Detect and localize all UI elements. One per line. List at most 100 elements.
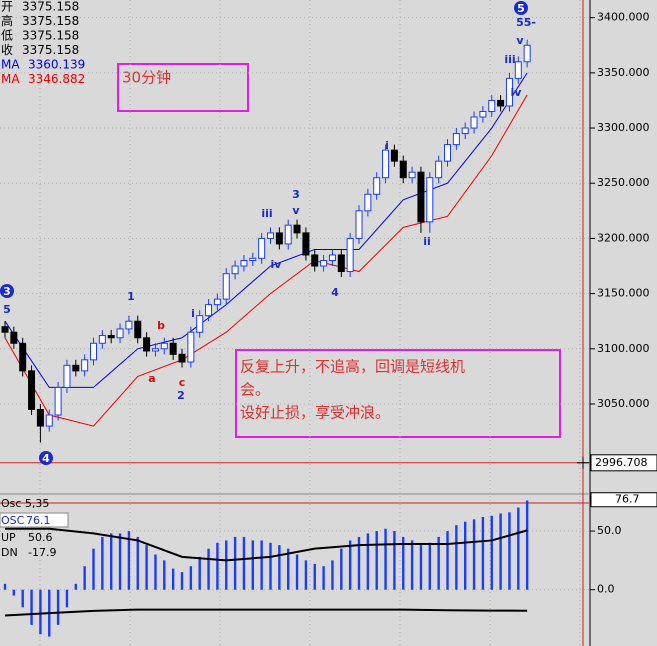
candle-body — [408, 171, 416, 179]
candle-body — [249, 257, 257, 261]
candle-body — [45, 414, 53, 427]
candle-body — [417, 171, 425, 223]
osc-bar — [136, 536, 139, 590]
candle-body — [275, 232, 283, 245]
osc-bar — [180, 572, 184, 590]
candle-body — [302, 232, 310, 256]
osc-bar — [92, 548, 95, 590]
info-label: 低 — [1, 29, 13, 43]
osc-bar — [331, 560, 334, 590]
y-tick-label: 3250.000 — [597, 176, 650, 189]
candle-body — [196, 315, 204, 333]
period-box — [117, 63, 249, 112]
candle-body — [399, 160, 407, 179]
osc-bar — [295, 554, 299, 590]
info-value: 3375.158 — [22, 43, 79, 57]
osc-bar — [3, 583, 7, 590]
candle-body — [231, 265, 239, 275]
osc-bar — [437, 536, 440, 590]
osc-bar — [83, 566, 86, 590]
y-tick-label: 3400.000 — [597, 11, 650, 24]
candle-body — [328, 254, 336, 261]
osc-bar — [207, 548, 210, 590]
candle-body — [72, 364, 80, 372]
osc-line-name: DN — [1, 546, 18, 559]
osc-bar — [287, 548, 290, 590]
candle-body — [435, 160, 443, 179]
osc-bar — [225, 540, 228, 590]
info-value: 3375.158 — [22, 14, 79, 28]
osc-legend-box — [0, 512, 69, 528]
candle-body — [390, 149, 398, 162]
osc-bar — [322, 566, 325, 590]
wave-label: i — [191, 307, 195, 320]
wave-label: iii — [504, 53, 515, 66]
wave-circle — [39, 451, 53, 465]
osc-bar — [12, 589, 16, 596]
osc-bar — [198, 556, 201, 590]
osc-bar — [402, 536, 405, 590]
osc-bar — [189, 566, 193, 590]
crosshair — [577, 456, 589, 469]
candle-body — [346, 237, 354, 273]
candle-body — [364, 193, 372, 212]
osc-line — [5, 527, 528, 562]
info-value: 3375.158 — [22, 29, 79, 43]
candle-body — [452, 133, 460, 146]
candle-body — [505, 77, 513, 107]
osc-bar — [499, 513, 502, 590]
osc-last-box — [590, 492, 657, 508]
osc-bar — [251, 540, 254, 590]
osc-bar — [428, 542, 431, 590]
candle-body — [470, 116, 478, 129]
candle-body — [107, 335, 115, 339]
candle-body — [222, 273, 230, 300]
osc-bar — [340, 548, 343, 590]
osc-bar — [233, 536, 237, 590]
ma-line — [4, 72, 528, 388]
note-line: 设好止损，享受冲浪。 — [240, 404, 390, 422]
osc-bar — [455, 525, 458, 590]
candle-body — [28, 370, 36, 410]
candle-body — [444, 144, 451, 162]
osc-bar — [517, 507, 520, 590]
candle-body — [36, 409, 44, 427]
info-label: 开 — [1, 0, 13, 14]
wave-label: 5 — [3, 303, 11, 316]
candle-body — [461, 127, 469, 135]
candle-body — [63, 364, 71, 388]
osc-bar — [393, 531, 396, 590]
osc-bar — [145, 545, 148, 590]
osc-bar — [490, 515, 493, 590]
y-tick-label: 3200.000 — [597, 231, 650, 244]
info-label: MA — [1, 72, 20, 86]
osc-bar — [348, 540, 352, 590]
candle-body — [54, 386, 62, 416]
candle-body — [187, 331, 195, 363]
wave-label: iii — [261, 207, 272, 220]
osc-tick-label: 0.0 — [597, 583, 615, 596]
info-value: 3375.158 — [22, 0, 79, 14]
info-value: 3360.139 — [28, 58, 85, 72]
candle-body — [19, 342, 27, 372]
candle-body — [523, 44, 531, 63]
osc-bar — [242, 536, 246, 590]
osc-bar — [30, 589, 33, 625]
candle-body — [98, 335, 106, 344]
period-label: 30分钟 — [122, 69, 171, 87]
osc-bar — [384, 528, 387, 590]
y-tick-label: 3100.000 — [597, 342, 650, 355]
wave-label: 4 — [42, 452, 50, 465]
wave-label: ii — [423, 235, 431, 248]
candle-body — [337, 254, 345, 273]
wave-label: 5 — [517, 2, 525, 15]
osc-bar — [163, 560, 166, 590]
candle-body — [169, 342, 177, 355]
osc-line-name: UP — [1, 531, 16, 544]
wave-label: 1 — [127, 290, 135, 303]
wave-circle — [514, 1, 528, 15]
note-line: 反复上升，不追高，回调是短线机 — [240, 358, 465, 376]
osc-bar — [216, 542, 219, 590]
